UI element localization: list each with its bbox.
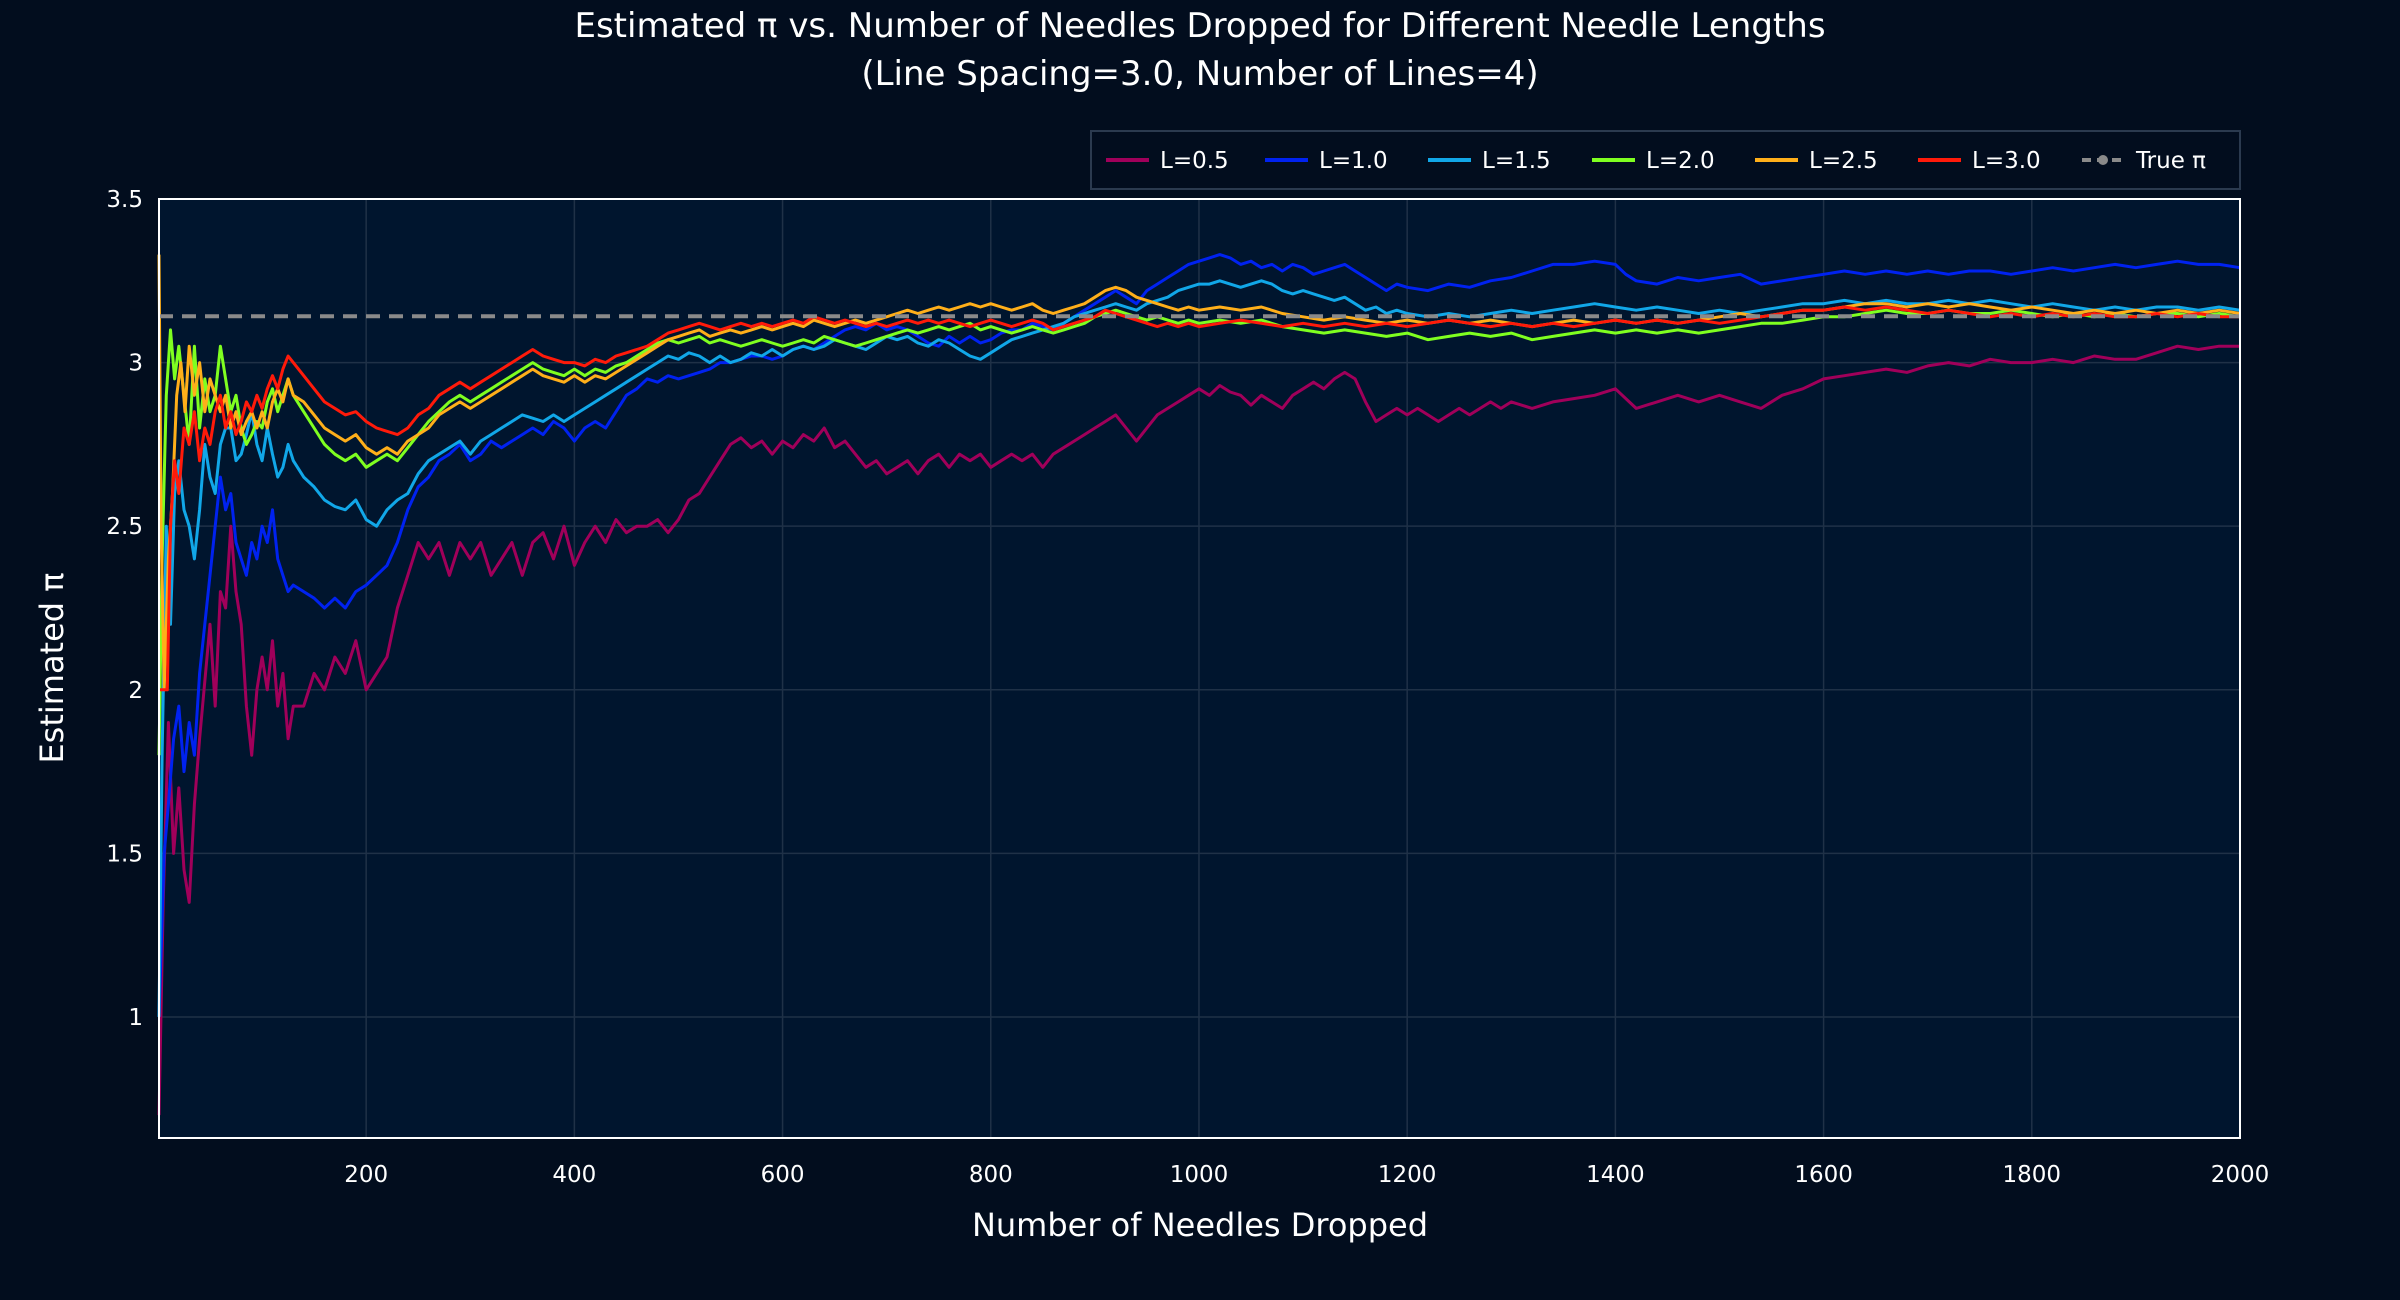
series-line-l1-0 xyxy=(157,253,2241,1017)
x-tick-label: 2000 xyxy=(2211,1162,2270,1188)
x-axis-title: Number of Needles Dropped xyxy=(972,1206,1428,1244)
series-layer xyxy=(157,253,2241,1116)
ticks-layer: 200 400 600 800 1000 1200 1400 1600 1800 2000 1 1.5… xyxy=(106,187,2269,1188)
chart-subtitle: (Line Spacing=3.0, Number of Lines=4) xyxy=(861,54,1538,94)
x-tick-label: 200 xyxy=(344,1162,388,1188)
series-line-l1-5 xyxy=(157,279,2241,1017)
plot-frame xyxy=(158,198,2241,1139)
legend-label: L=3.0 xyxy=(1972,148,2041,174)
x-tick-label: 1600 xyxy=(1794,1162,1853,1188)
x-tick-label: 600 xyxy=(761,1162,805,1188)
legend-label: L=2.5 xyxy=(1809,148,1878,174)
series-line-l0-5 xyxy=(157,344,2240,1116)
x-tick-label: 1000 xyxy=(1170,1162,1229,1188)
legend-label: L=1.0 xyxy=(1319,148,1388,174)
y-tick-label: 2 xyxy=(128,678,143,704)
x-tick-label: 1200 xyxy=(1378,1162,1437,1188)
legend-marker xyxy=(2098,155,2108,165)
legend-label: L=1.5 xyxy=(1482,148,1551,174)
legend: L=0.5 L=1.0 L=1.5 L=2.0 L=2.5 L=3.0 True π xyxy=(1090,130,2241,190)
x-tick-label: 1400 xyxy=(1586,1162,1645,1188)
y-tick-label: 2.5 xyxy=(106,514,143,540)
y-tick-label: 3 xyxy=(128,351,143,377)
x-tick-label: 400 xyxy=(552,1162,596,1188)
x-tick-label: 1800 xyxy=(2003,1162,2062,1188)
y-tick-label: 3.5 xyxy=(106,187,143,213)
x-tick-label: 800 xyxy=(969,1162,1013,1188)
y-axis-title: Estimated π xyxy=(33,572,71,763)
legend-label: L=2.0 xyxy=(1646,148,1715,174)
series-line-l3-0 xyxy=(159,305,2240,692)
series-line-l2-0 xyxy=(157,308,2241,756)
chart-title: Estimated π vs. Number of Needles Droppe… xyxy=(574,6,1825,46)
legend-label: True π xyxy=(2135,148,2206,174)
y-tick-label: 1.5 xyxy=(106,841,143,867)
y-tick-label: 1 xyxy=(128,1005,143,1031)
legend-label: L=0.5 xyxy=(1160,148,1229,174)
